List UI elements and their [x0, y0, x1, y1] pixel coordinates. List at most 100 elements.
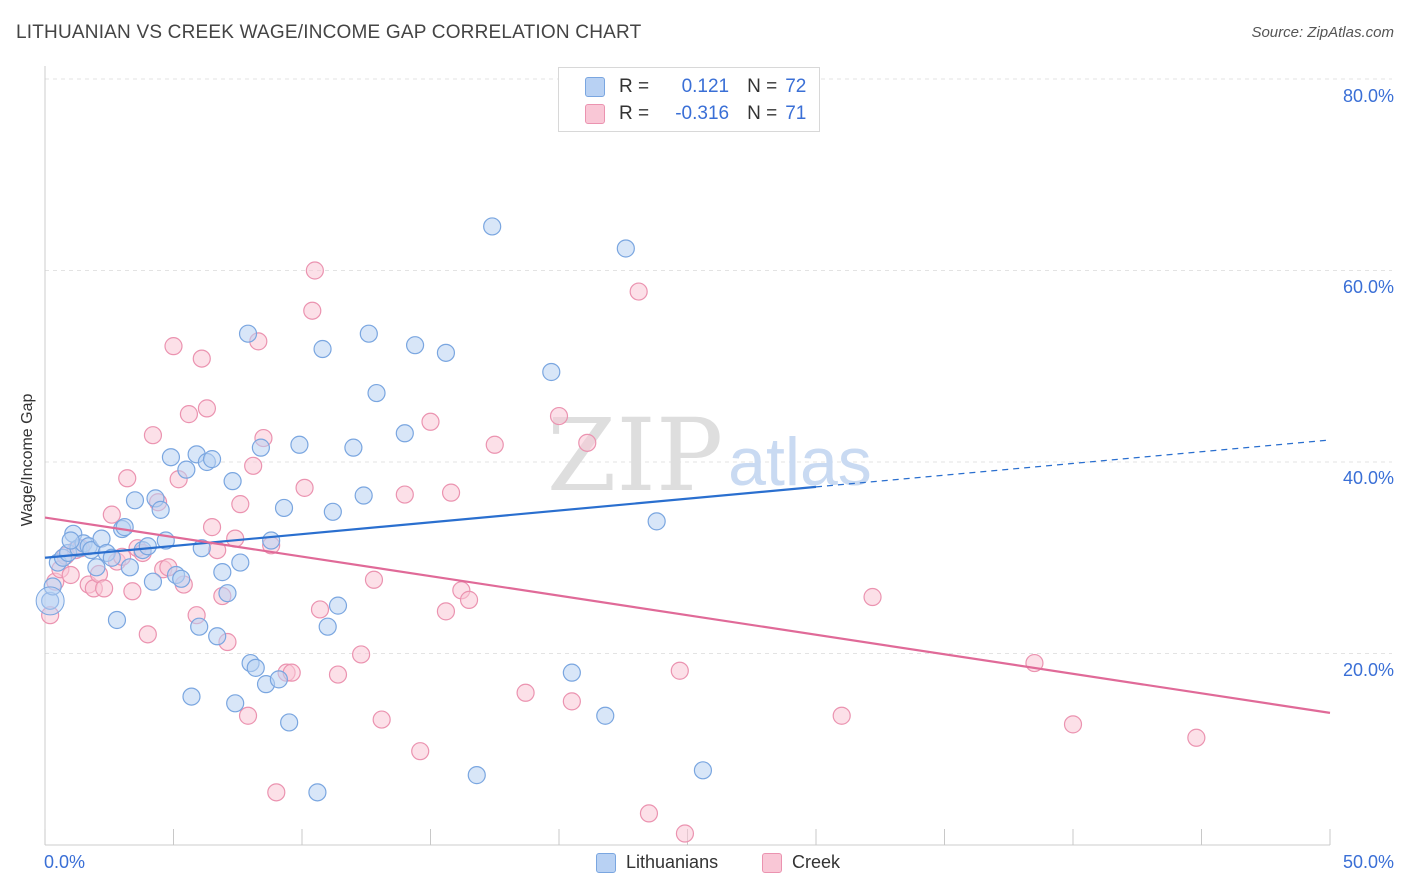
lithuanian-point: [202, 450, 222, 469]
trendlines: [44, 439, 1331, 714]
lithuanian-point: [102, 548, 121, 567]
y-tick-20: 20.0%: [1342, 660, 1394, 680]
creek-point: [164, 337, 183, 356]
creek-point: [192, 349, 211, 368]
lithuanian-point: [43, 577, 62, 596]
lithuanian-point: [143, 572, 163, 591]
lithuanian-point: [596, 706, 615, 725]
creek-point: [411, 742, 430, 761]
lithuanian-point: [251, 438, 270, 457]
creek-point: [863, 587, 882, 607]
creek-point: [95, 579, 114, 598]
axes: [44, 66, 1331, 846]
lithuanian-point: [467, 766, 486, 785]
creek-point: [578, 433, 597, 452]
stats-legend: R = 0.121 N = 72 R = -0.316 N = 71: [558, 67, 820, 132]
lithuanian-point-large: [35, 586, 65, 616]
creek-trendline: [44, 516, 1331, 714]
creek-point: [61, 565, 80, 585]
creek-point: [202, 518, 222, 537]
legend-r-value: 0.121: [681, 76, 730, 97]
creek-point: [675, 824, 695, 843]
creek-point: [832, 706, 851, 725]
legend-r-value: -0.316: [675, 103, 730, 124]
legend-swatch-lithuanians: [585, 77, 605, 97]
creek-point: [138, 625, 157, 644]
y-tick-60: 60.0%: [1342, 277, 1394, 297]
lithuanian-point: [190, 617, 209, 636]
lithuanian-point: [161, 448, 181, 467]
creek-point: [295, 478, 314, 497]
creek-point: [197, 399, 217, 418]
bottom-legend-label-creek: Creek: [792, 852, 841, 872]
lithuanian-point: [354, 486, 373, 505]
lithuanian-point: [262, 531, 281, 550]
creek-point: [670, 661, 689, 680]
lithuanian-point: [318, 617, 337, 636]
creek-point: [143, 426, 163, 445]
lithuanian-point: [213, 563, 232, 582]
legend-row-creek: R = -0.316 N = 71: [585, 101, 806, 127]
creek-point: [629, 282, 648, 301]
creek-point: [303, 301, 322, 320]
lithuanian-points: [35, 217, 713, 802]
svg-text:ZIP: ZIP: [547, 397, 723, 514]
creek-points: [41, 261, 1206, 843]
creek-point: [244, 456, 263, 475]
lithuanian-point: [323, 502, 342, 521]
lithuanian-point: [226, 694, 245, 713]
legend-n-label: N =: [747, 76, 778, 97]
lithuanian-point: [616, 239, 635, 258]
lithuanian-point: [359, 324, 378, 343]
lithuanian-point: [172, 569, 191, 588]
lithuanian-point: [290, 435, 309, 454]
lithuanian-point: [151, 500, 170, 519]
creek-point: [123, 582, 142, 601]
creek-point: [639, 804, 659, 823]
lithuanian-point: [182, 687, 201, 706]
lithuanian-point: [246, 658, 265, 677]
creek-point: [372, 710, 391, 729]
lithuanian-point: [231, 553, 250, 572]
creek-point: [328, 665, 348, 684]
gridlines: [45, 78, 1392, 654]
watermark: ZIP atlas: [547, 397, 872, 514]
lithuanian-point: [120, 558, 139, 577]
lithuanian-point: [125, 491, 145, 510]
creek-point: [549, 406, 569, 426]
y-tick-80: 80.0%: [1342, 86, 1394, 106]
lithuanian-trendline: [44, 485, 817, 559]
lithuanian-point: [313, 339, 332, 359]
legend-n-value: 71: [785, 103, 807, 124]
bottom-legend-lithuanians[interactable]: Lithuanians: [596, 852, 718, 873]
creek-point: [441, 483, 461, 502]
creek-point: [352, 645, 371, 664]
creek-point: [1063, 715, 1083, 734]
chart-title: LITHUANIAN VS CREEK WAGE/INCOME GAP CORR…: [16, 22, 642, 43]
lithuanian-point: [367, 383, 386, 403]
lithuanian-point: [328, 596, 348, 615]
lithuanian-point: [61, 531, 80, 550]
creek-point: [179, 405, 199, 424]
source-label: Source: ZipAtlas.com: [1251, 24, 1394, 41]
x-tick-50: 50.0%: [1342, 852, 1394, 872]
legend-n-label: N =: [747, 103, 778, 124]
bottom-legend-label-lithuanians: Lithuanians: [626, 852, 719, 872]
bottom-legend-swatch-creek: [762, 852, 782, 873]
x-tick-0: 0.0%: [44, 852, 86, 872]
legend-n-value: 72: [785, 76, 807, 97]
lithuanian-point: [436, 343, 456, 362]
creek-point: [421, 412, 440, 431]
bottom-legend-creek[interactable]: Creek: [762, 852, 840, 873]
legend-r-label: R =: [619, 103, 650, 124]
creek-point: [436, 602, 456, 621]
creek-point: [485, 435, 504, 454]
creek-point: [310, 600, 330, 619]
bottom-legend-swatch-lithuanians: [596, 852, 616, 873]
lithuanian-point: [562, 663, 581, 682]
y-tick-40: 40.0%: [1342, 468, 1394, 488]
lithuanian-point: [542, 362, 561, 382]
creek-point: [231, 495, 250, 514]
lithuanian-point: [693, 761, 713, 780]
